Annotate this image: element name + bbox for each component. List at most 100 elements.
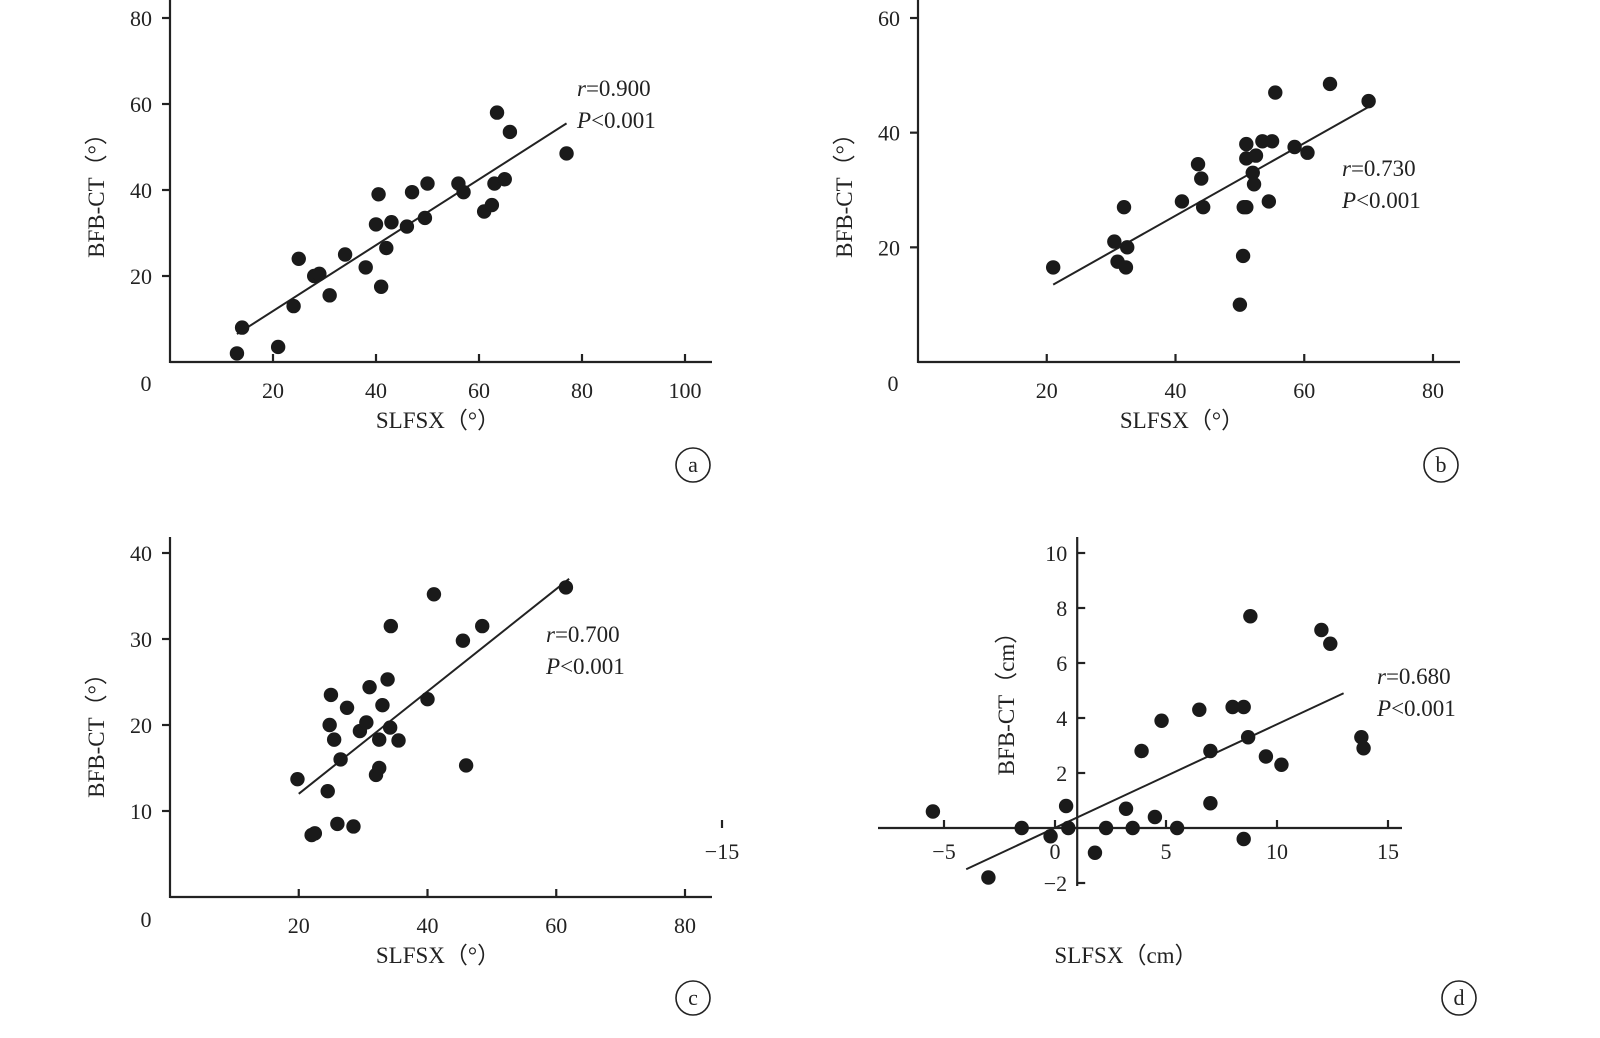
data-point (455, 633, 471, 648)
panel-label-circle (1423, 447, 1459, 483)
correlation-r: r=0.730 (1342, 156, 1416, 181)
r-value: =0.900 (586, 76, 651, 101)
data-point (290, 771, 305, 787)
x-tick-label: 20 (288, 913, 310, 938)
data-point (475, 618, 490, 634)
data-point (559, 146, 574, 161)
chart-panel-d: −15 −5 0 5 10 15 −2 2 4 6 8 10 BFB-CT（cm） SLFSX（cm） r=… (705, 537, 1477, 1016)
x-tick-label: 5 (1161, 839, 1172, 864)
y-tick-label: 8 (1056, 596, 1067, 621)
y-tick-label: 20 (878, 235, 900, 260)
data-point (1192, 702, 1207, 717)
data-point (286, 298, 301, 314)
data-point (330, 816, 345, 832)
data-point (404, 184, 420, 200)
x-tick-label: 40 (417, 913, 439, 938)
data-point (307, 826, 323, 841)
y-tick-label: 60 (130, 92, 152, 117)
chart-panel-b: 0 20 40 60 80 20 40 60 BFB-CT（°） SLFSX（°） r=0.730 P… (832, 0, 1460, 483)
data-point (372, 760, 387, 776)
y-tick-label: −2 (1044, 871, 1067, 896)
y-tick-label: 60 (878, 6, 900, 31)
y-tick-label: 40 (130, 541, 152, 566)
data-point (1058, 798, 1074, 814)
data-point (456, 184, 471, 200)
data-point (399, 219, 415, 234)
data-point (380, 672, 395, 687)
x-tick-label: 20 (1036, 378, 1058, 403)
data-point (1045, 260, 1061, 275)
x-tick-label: 100 (669, 378, 702, 403)
data-point (320, 784, 335, 799)
data-point (1245, 165, 1260, 180)
y-axis-label: BFB-CT（°） (84, 122, 109, 258)
x-tick-label: −5 (932, 839, 955, 864)
r-symbol: r (1377, 664, 1387, 689)
data-point (1203, 796, 1218, 811)
correlation-r: r=0.680 (1377, 664, 1451, 689)
y-axis-label: BFB-CT（°） (832, 122, 857, 258)
data-point (1087, 845, 1103, 860)
data-point (497, 172, 512, 187)
data-point (1246, 177, 1262, 192)
x-tick-label: 80 (1422, 378, 1444, 403)
panel-label-b: b (1423, 447, 1459, 483)
y-tick-label: 40 (130, 178, 152, 203)
data-point (359, 715, 374, 730)
data-point (1287, 139, 1302, 155)
data-point (372, 732, 387, 747)
data-point (375, 698, 390, 713)
data-point (1261, 194, 1277, 209)
data-point (1240, 730, 1256, 745)
p-value-text: <0.001 (1356, 188, 1421, 213)
y-tick-label: 20 (130, 713, 152, 738)
data-point (1107, 234, 1122, 249)
data-point (229, 346, 245, 361)
x-tick-label: 60 (1293, 378, 1315, 403)
p-value: P<0.001 (576, 108, 656, 133)
data-point (558, 580, 574, 595)
y-axis-label: BFB-CT（cm） (994, 621, 1019, 776)
x-tick-label: 20 (262, 378, 284, 403)
x-tick-label: 80 (571, 378, 593, 403)
data-point (1268, 85, 1283, 100)
data-point (1014, 820, 1029, 836)
panel-letter: a (688, 452, 698, 477)
x-axis-label: SLFSX（°） (376, 408, 500, 433)
data-point (1236, 699, 1251, 715)
data-point (358, 260, 373, 275)
r-value: =0.700 (555, 622, 620, 647)
x-tick-label: 15 (1377, 839, 1399, 864)
data-point (1061, 820, 1076, 836)
data-point (1239, 200, 1254, 215)
data-point (458, 758, 474, 773)
data-point (371, 187, 386, 202)
data-point (1174, 194, 1190, 209)
chart-panel-c: 0 20 40 60 80 10 20 30 40 BFB-CT（°） SLFSX（°） r=0.70… (84, 537, 712, 1016)
p-value: P<0.001 (1376, 696, 1456, 721)
regression-line (965, 692, 1345, 871)
data-point (291, 251, 306, 266)
p-symbol: P (576, 108, 591, 133)
r-value: =0.730 (1351, 156, 1416, 181)
y-axis-label: BFB-CT（°） (84, 662, 109, 798)
chart-panel-a: 0 20 40 60 80 100 20 40 60 80 BFB-CT（°） SLFSX（°） r=0… (84, 0, 712, 483)
x-tick-label: 0 (141, 371, 152, 396)
data-point (1203, 743, 1218, 759)
y-tick-label: 40 (878, 121, 900, 146)
data-point (339, 700, 355, 715)
data-point (333, 752, 348, 767)
regression-line (1052, 105, 1370, 286)
panel-label-d: d (1441, 980, 1477, 1016)
x-tick-label: 40 (1165, 378, 1187, 403)
data-point (312, 266, 327, 282)
y-tick-label: 2 (1056, 761, 1067, 786)
p-value-text: <0.001 (591, 108, 656, 133)
data-point (426, 587, 442, 602)
data-point (1225, 699, 1240, 715)
data-point (383, 618, 399, 634)
data-point (502, 124, 518, 140)
x-tick-label: 0 (888, 371, 899, 396)
data-point (1356, 741, 1371, 756)
p-value-text: <0.001 (560, 654, 625, 679)
